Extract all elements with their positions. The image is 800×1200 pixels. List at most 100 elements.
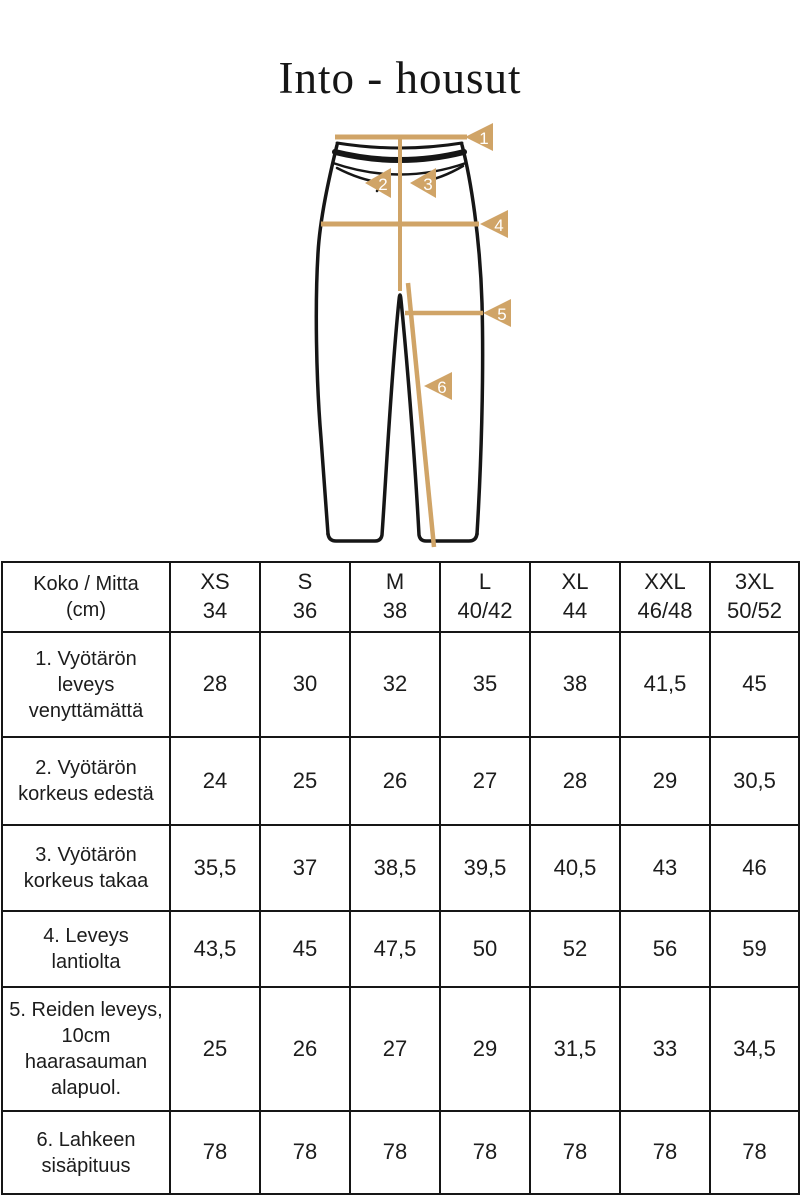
measure-line-6-inseam: [405, 282, 437, 548]
cell: 78: [169, 1110, 261, 1195]
cell: 43,5: [169, 910, 261, 988]
header-row: Koko / Mitta (cm) XS 34 S 36 M 38 L 40: [1, 561, 800, 633]
cell: 78: [619, 1110, 711, 1195]
marker-4-number: 4: [494, 216, 503, 235]
eu-size-label: 36: [292, 598, 318, 623]
marker-3-number: 3: [423, 175, 432, 194]
corner-line1: Koko / Mitta: [33, 573, 139, 595]
marker-5-number: 5: [497, 305, 506, 324]
cell: 38: [529, 631, 621, 738]
row-label: 5. Reiden leveys, 10cm haarasauman alapu…: [1, 986, 171, 1112]
corner-cell: Koko / Mitta (cm): [1, 561, 171, 633]
col-header-l: L 40/42: [439, 561, 531, 633]
cell: 24: [169, 736, 261, 826]
cell: 45: [259, 910, 351, 988]
cell: 40,5: [529, 824, 621, 912]
cell: 25: [169, 986, 261, 1112]
cell: 26: [349, 736, 441, 826]
cell: 34,5: [709, 986, 800, 1112]
col-header-xxl: XXL 46/48: [619, 561, 711, 633]
marker-4-arrow-icon: [480, 210, 508, 238]
cell: 50: [439, 910, 531, 988]
right-outer-seam: [460, 143, 485, 536]
cell: 27: [439, 736, 531, 826]
cell: 41,5: [619, 631, 711, 738]
table-row-front-rise: 2. Vyötärön korkeus edestä 24 25 26 27 2…: [1, 736, 800, 826]
eu-size-label: 34: [202, 598, 228, 623]
cell: 31,5: [529, 986, 621, 1112]
marker-1-number: 1: [479, 129, 488, 148]
measurement-lines: [321, 134, 483, 548]
cell: 29: [439, 986, 531, 1112]
cell: 45: [709, 631, 800, 738]
size-label: XXL: [644, 569, 686, 595]
marker-5-arrow-icon: [483, 299, 511, 327]
row-label: 6. Lahkeen sisäpituus: [1, 1110, 171, 1195]
cell: 33: [619, 986, 711, 1112]
size-label: XS: [200, 569, 230, 595]
pants-measurement-diagram: 1 2 3 4 5 6: [314, 123, 511, 548]
cell: 78: [529, 1110, 621, 1195]
cell: 78: [439, 1110, 531, 1195]
cell: 37: [259, 824, 351, 912]
row-label: 1. Vyötärön leveys venyttämättä: [1, 631, 171, 738]
table-row-thigh-width: 5. Reiden leveys, 10cm haarasauman alapu…: [1, 986, 800, 1112]
size-label: M: [385, 569, 405, 595]
cell: 43: [619, 824, 711, 912]
size-label: 3XL: [734, 569, 775, 595]
cell: 27: [349, 986, 441, 1112]
cell: 78: [259, 1110, 351, 1195]
col-header-xs: XS 34: [169, 561, 261, 633]
col-header-3xl: 3XL 50/52: [709, 561, 800, 633]
cell: 32: [349, 631, 441, 738]
cell: 59: [709, 910, 800, 988]
measurement-markers: [365, 123, 511, 400]
cell: 78: [349, 1110, 441, 1195]
col-header-xl: XL 44: [529, 561, 621, 633]
table-row-inseam-length: 6. Lahkeen sisäpituus 78 78 78 78 78 78 …: [1, 1110, 800, 1195]
marker-numbers: 1 2 3 4 5 6: [378, 129, 506, 397]
cell: 46: [709, 824, 800, 912]
cell: 35: [439, 631, 531, 738]
marker-6-number: 6: [437, 378, 446, 397]
table-row-hip-width: 4. Leveys lantiolta 43,5 45 47,5 50 52 5…: [1, 910, 800, 988]
size-label: S: [297, 569, 313, 595]
cell: 30: [259, 631, 351, 738]
pants-outline: [314, 141, 485, 543]
eu-size-label: 50/52: [726, 598, 783, 623]
col-header-s: S 36: [259, 561, 351, 633]
table-row-back-rise: 3. Vyötärön korkeus takaa 35,5 37 38,5 3…: [1, 824, 800, 912]
row-label: 2. Vyötärön korkeus edestä: [1, 736, 171, 826]
marker-1-arrow-icon: [465, 123, 493, 151]
marker-2-number: 2: [378, 175, 387, 194]
left-outer-seam: [314, 143, 339, 536]
size-label: XL: [561, 569, 589, 595]
cell: 35,5: [169, 824, 261, 912]
cell: 47,5: [349, 910, 441, 988]
page-title: Into - housut: [278, 53, 522, 103]
eu-size-label: 44: [562, 598, 588, 623]
size-label: L: [478, 569, 492, 595]
row-label: 4. Leveys lantiolta: [1, 910, 171, 988]
marker-3-arrow-icon: [410, 168, 436, 198]
eu-size-label: 46/48: [637, 598, 693, 623]
cell: 28: [529, 736, 621, 826]
cell: 39,5: [439, 824, 531, 912]
cell: 56: [619, 910, 711, 988]
cell: 26: [259, 986, 351, 1112]
marker-2-arrow-icon: [365, 168, 391, 198]
cell: 25: [259, 736, 351, 826]
size-chart-table: Koko / Mitta (cm) XS 34 S 36 M 38 L 40: [1, 561, 800, 1195]
cell: 78: [709, 1110, 800, 1195]
corner-line2: (cm): [66, 599, 106, 621]
cell: 28: [169, 631, 261, 738]
inseam-and-hems: [326, 293, 479, 543]
cell: 29: [619, 736, 711, 826]
cell: 52: [529, 910, 621, 988]
col-header-m: M 38: [349, 561, 441, 633]
marker-6-arrow-icon: [424, 372, 452, 400]
row-label: 3. Vyötärön korkeus takaa: [1, 824, 171, 912]
eu-size-label: 40/42: [457, 598, 513, 623]
eu-size-label: 38: [382, 598, 408, 623]
